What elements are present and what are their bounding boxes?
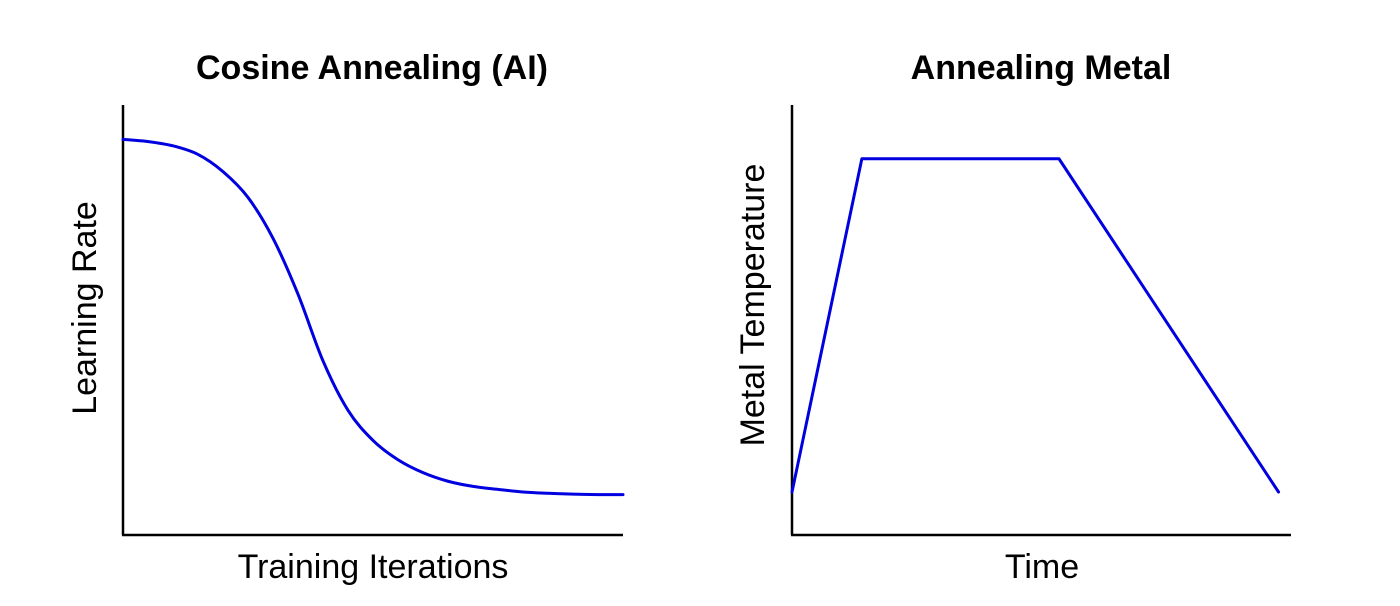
series-line-0	[121, 137, 625, 497]
chart-annealing-metal: Annealing Metal Time Metal Temperature	[734, 49, 1291, 586]
series-group	[121, 137, 625, 497]
chart-cosine-annealing: Cosine Annealing (AI) Training Iteration…	[66, 49, 625, 586]
chart-title: Annealing Metal	[911, 49, 1172, 87]
x-axis-label: Time	[1005, 548, 1079, 586]
series-group	[790, 157, 1281, 494]
chart-title: Cosine Annealing (AI)	[196, 49, 548, 87]
x-axis-label: Training Iterations	[238, 548, 509, 586]
y-axis-label: Metal Temperature	[734, 164, 772, 447]
series-line-0	[790, 157, 1281, 494]
y-axis-label: Learning Rate	[66, 201, 104, 415]
